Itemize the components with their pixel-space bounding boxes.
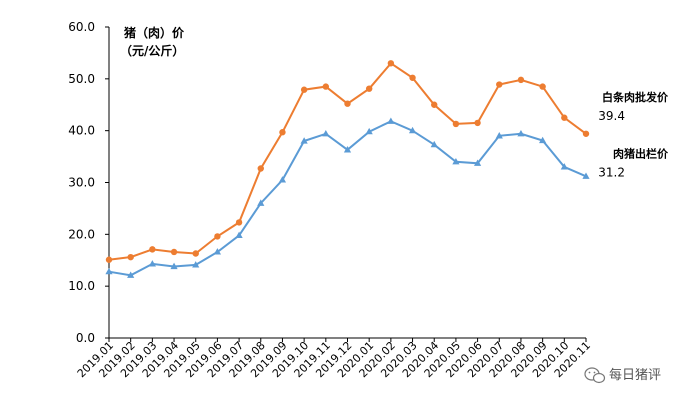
data-point bbox=[582, 130, 590, 137]
series-name-label: 肉猪出栏价 bbox=[613, 146, 669, 160]
y-tick-label: 0.0 bbox=[76, 331, 95, 345]
data-point bbox=[170, 262, 178, 270]
data-point bbox=[257, 165, 264, 172]
data-point bbox=[430, 140, 438, 148]
data-point bbox=[431, 101, 438, 108]
series-line-0 bbox=[108, 61, 587, 261]
y-tick-label: 40.0 bbox=[68, 124, 95, 138]
data-point bbox=[300, 137, 308, 144]
data-point bbox=[105, 267, 113, 275]
data-point bbox=[300, 86, 308, 93]
data-point bbox=[517, 76, 525, 84]
data-point bbox=[127, 271, 135, 278]
y-tick-label: 20.0 bbox=[68, 227, 95, 241]
axes: 0.010.020.030.040.050.060.02019.012019.0… bbox=[68, 20, 593, 380]
data-point bbox=[387, 117, 395, 124]
y-tick-label: 10.0 bbox=[68, 279, 95, 293]
data-point bbox=[365, 85, 373, 92]
data-point bbox=[517, 129, 525, 137]
data-point bbox=[127, 253, 134, 261]
data-point bbox=[452, 157, 460, 165]
series-layer bbox=[105, 60, 590, 278]
watermark: 每日猪评 bbox=[584, 367, 661, 384]
y-axis-label-line1: 猪（肉）价 bbox=[123, 25, 185, 40]
y-tick-label: 50.0 bbox=[68, 72, 95, 86]
data-point bbox=[473, 159, 482, 166]
data-point bbox=[105, 256, 113, 263]
data-point bbox=[322, 83, 330, 90]
data-point bbox=[343, 146, 352, 153]
data-point bbox=[214, 233, 221, 240]
data-point bbox=[213, 248, 222, 255]
data-point bbox=[452, 120, 460, 128]
data-point bbox=[582, 172, 590, 179]
data-point bbox=[408, 126, 417, 134]
y-tick-label: 30.0 bbox=[68, 176, 95, 190]
data-point bbox=[496, 81, 503, 88]
data-point bbox=[539, 136, 547, 144]
y-tick-label: 60.0 bbox=[68, 20, 95, 34]
series-end-labels: 白条肉批发价 39.4 肉猪出栏价 31.2 bbox=[598, 90, 669, 180]
data-point bbox=[149, 246, 156, 253]
data-point bbox=[278, 176, 287, 183]
watermark-text: 每日猪评 bbox=[609, 367, 661, 383]
data-point bbox=[148, 260, 156, 267]
data-point bbox=[365, 127, 373, 135]
series-end-value: 39.4 bbox=[598, 109, 625, 123]
data-point bbox=[539, 83, 546, 90]
data-point bbox=[192, 261, 200, 268]
data-point bbox=[560, 163, 568, 170]
data-point bbox=[495, 132, 503, 139]
data-point bbox=[409, 74, 416, 81]
data-point bbox=[344, 100, 351, 107]
data-point bbox=[279, 129, 286, 136]
series-end-value: 31.2 bbox=[598, 165, 625, 179]
data-point bbox=[192, 250, 199, 257]
data-point bbox=[387, 60, 395, 67]
data-point bbox=[170, 248, 178, 256]
data-point bbox=[561, 114, 568, 121]
wechat-icon bbox=[584, 367, 606, 384]
data-point bbox=[235, 231, 243, 238]
data-point bbox=[474, 119, 481, 127]
data-point bbox=[235, 219, 243, 226]
series-name-label: 白条肉批发价 bbox=[602, 90, 669, 104]
data-point bbox=[322, 129, 330, 137]
data-point bbox=[257, 199, 265, 206]
y-axis-label-line2: （元/公斤） bbox=[120, 43, 184, 58]
